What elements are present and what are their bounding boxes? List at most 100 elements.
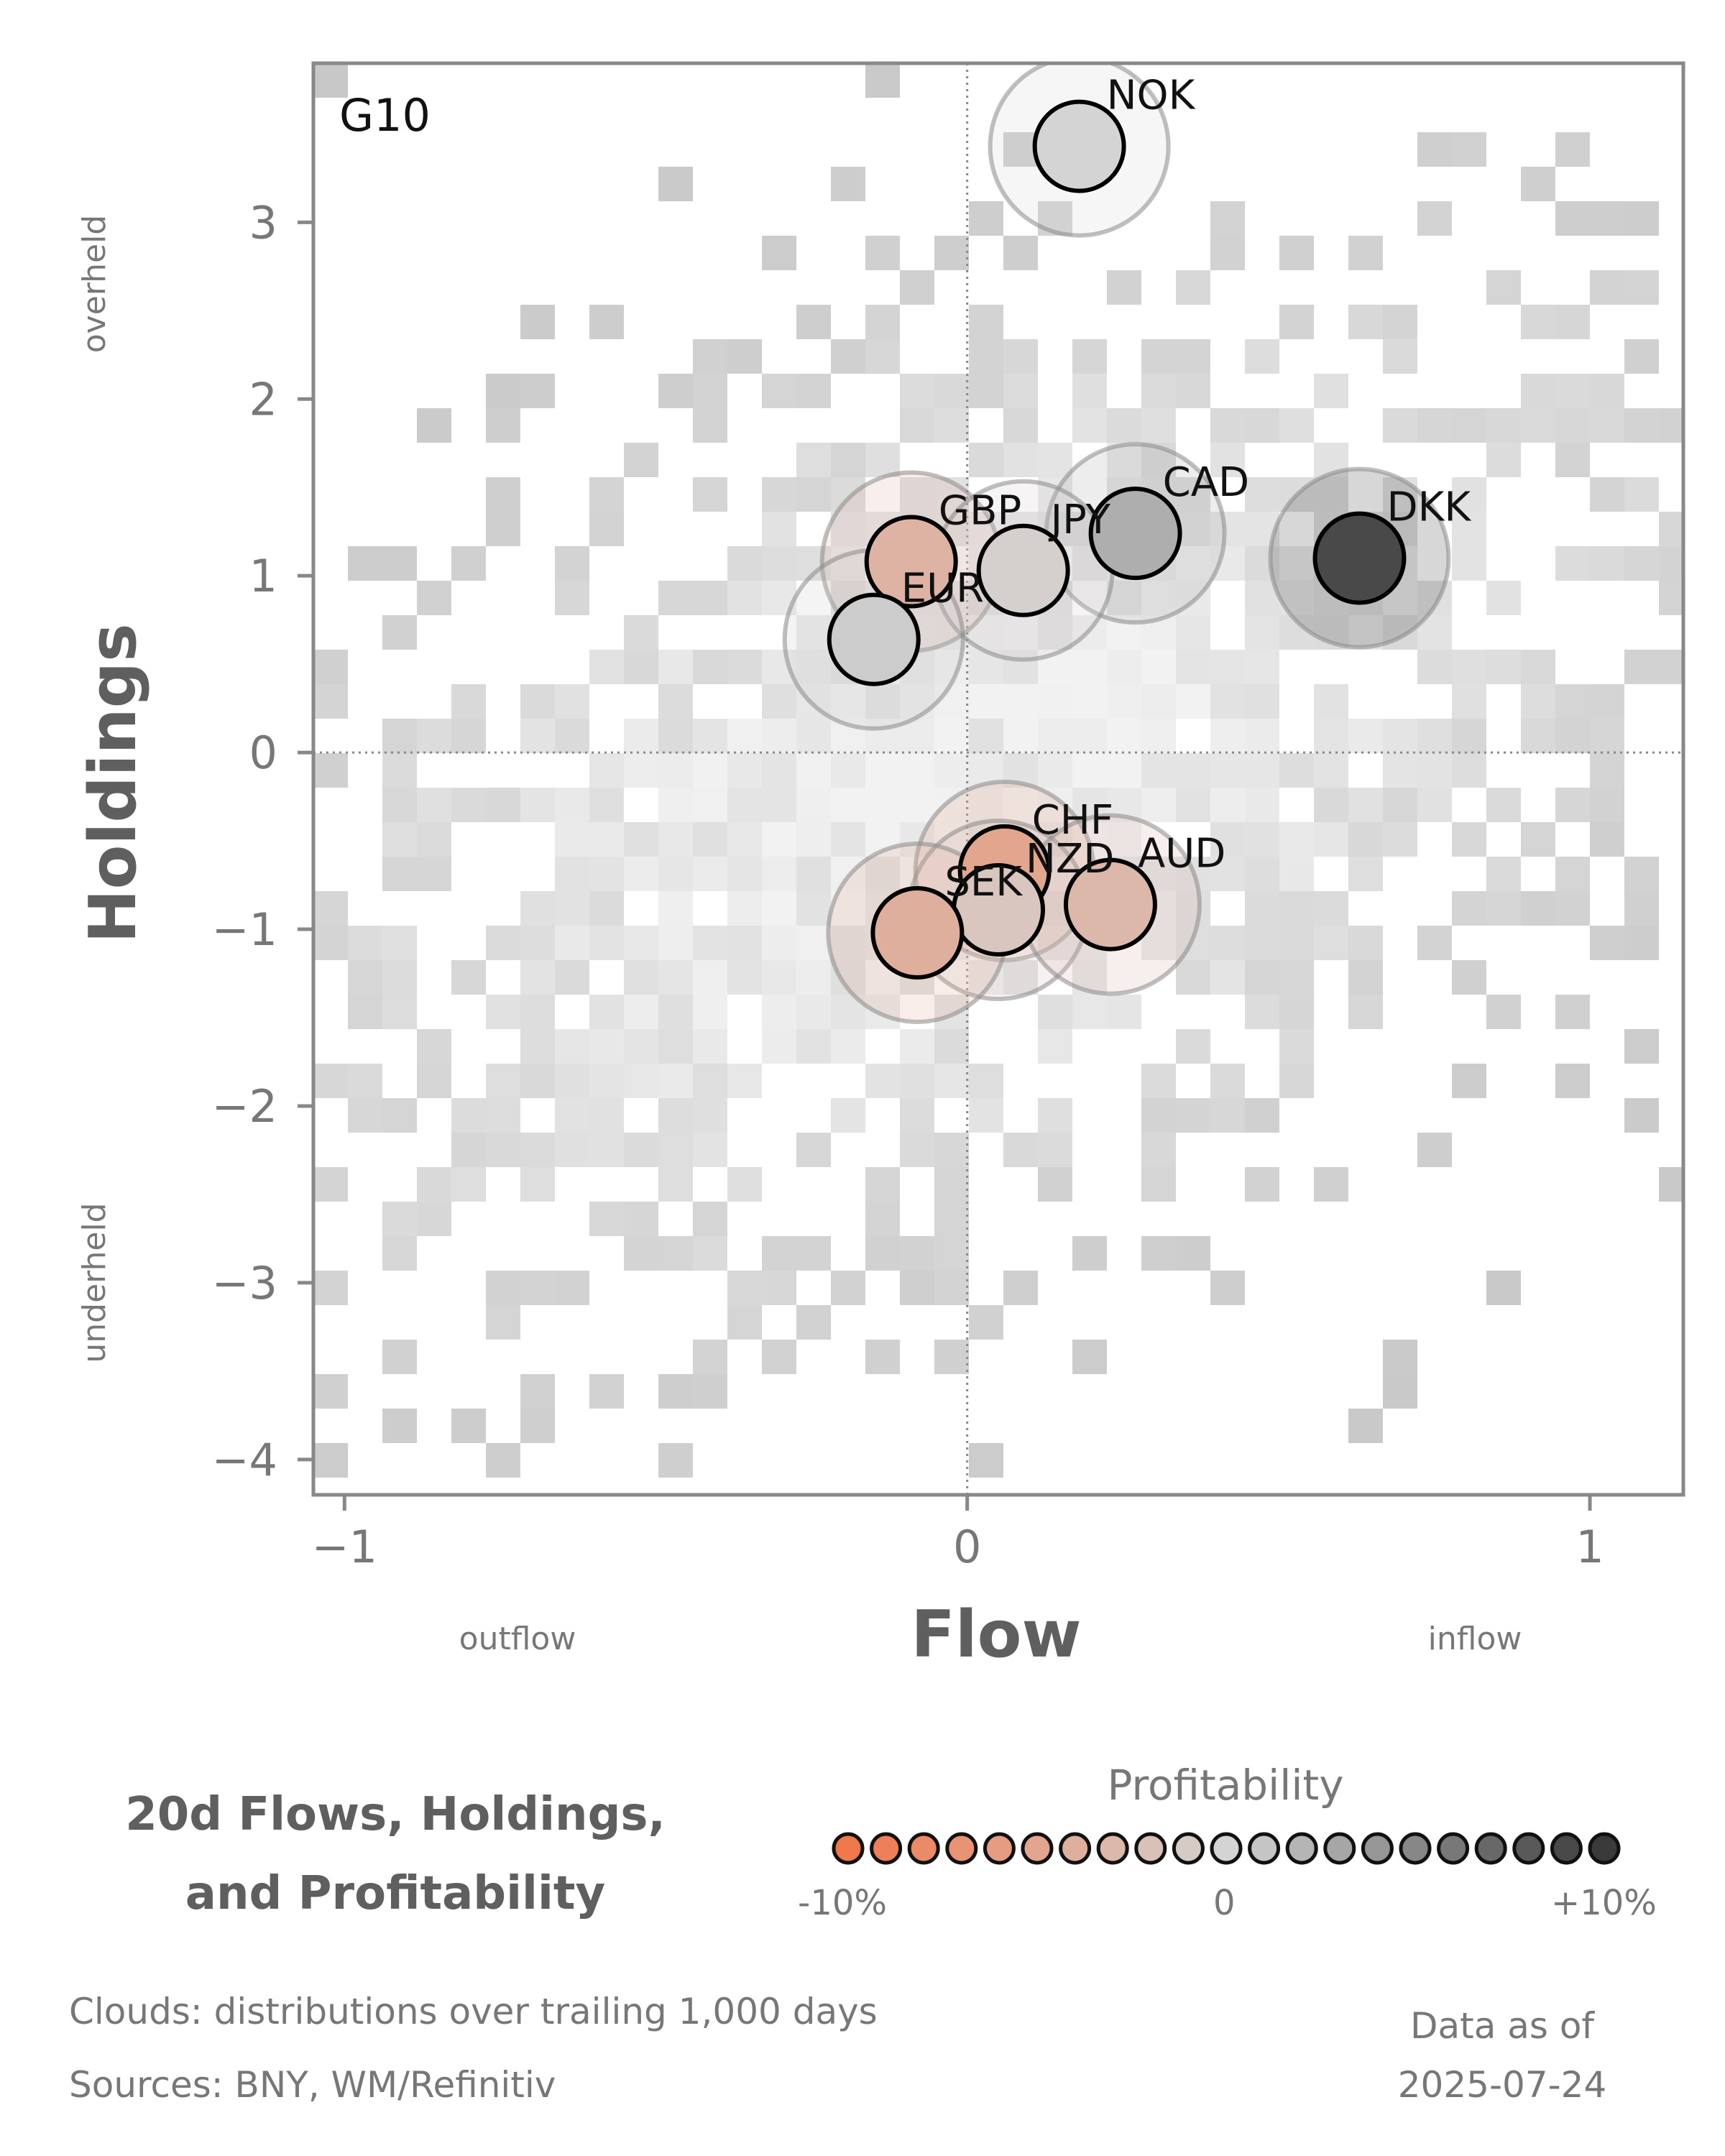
cloud-cell [1003,684,1038,719]
cloud-cell [865,305,900,339]
cloud-cell [1279,546,1314,581]
cloud-cell [1003,1271,1038,1305]
cloud-cell [382,1409,417,1443]
cloud-cell [417,719,451,753]
cloud-cell [727,1064,762,1098]
cloud-cell [313,63,348,98]
data-as-of-label: Data as of [1409,2005,1595,2047]
point-jpy [976,523,1070,617]
cloud-cell [934,753,969,788]
cloud-cell [1176,1029,1210,1064]
cloud-cell [1452,753,1486,788]
cloud-cell [693,1064,727,1098]
legend-dot [1323,1832,1356,1865]
cloud-cell [969,305,1003,339]
cloud-cell [727,719,762,753]
cloud-cell [658,995,693,1029]
label-sek: SEK [944,859,1023,906]
cloud-cell [1245,926,1279,960]
cloud-cell [1141,408,1176,443]
cloud-cell [451,960,486,995]
cloud-cell [796,650,831,684]
label-cad: CAD [1163,459,1250,506]
cloud-cell [624,1133,658,1167]
cloud-cell [1210,1064,1245,1098]
cloud-cell [727,960,762,995]
cloud-cell [658,167,693,201]
cloud-cell [555,857,589,891]
cloud-cell [589,1098,624,1133]
x-tick-label: 1 [1576,1521,1604,1573]
cloud-cell [624,960,658,995]
cloud-cell [658,1443,693,1478]
cloud-cell [1038,995,1072,1029]
cloud-cell [762,684,796,719]
cloud-cell [1314,891,1348,926]
cloud-cell [1003,1133,1038,1167]
cloud-cell [865,857,900,891]
cloud-cell [1590,201,1624,236]
cloud-cell [348,546,382,581]
cloud-cell [624,1029,658,1064]
cloud-cell [486,788,520,822]
cloud-cell [1624,546,1659,581]
cloud-cell [1452,132,1486,167]
cloud-cell [520,684,555,719]
cloud-cell [1590,546,1624,581]
cloud-cell [1279,236,1314,270]
cloud-cell [520,926,555,960]
cloud-cell [313,1271,348,1305]
cloud-cell [831,684,865,719]
cloud-cell [969,339,1003,374]
cloud-cell [658,374,693,408]
cloud-cell [1486,408,1521,443]
cloud-cell [520,788,555,822]
cloud-cell [658,1133,693,1167]
cloud-cell [762,512,796,546]
cloud-cell [451,719,486,753]
cloud-cell [1590,270,1624,305]
cloud-cell [831,477,865,512]
cloud-cell [1210,512,1245,546]
cloud-cell [796,995,831,1029]
cloud-cell [934,236,969,270]
cloud-cell [727,753,762,788]
label-gbp: GBP [939,488,1022,535]
cloud-cell [1624,339,1659,374]
cloud-cell [1038,1098,1072,1133]
cloud-cell [520,305,555,339]
cloud-cell [1141,788,1176,822]
cloud-cell [1038,719,1072,753]
cloud-cell [762,546,796,581]
cloud-cell [762,857,796,891]
cloud-cell [1383,305,1417,339]
cloud-cell [1072,1236,1107,1271]
cloud-cell [417,1064,451,1098]
cloud-cell [520,1409,555,1443]
cloud-cell [969,443,1003,477]
point-aud [1063,857,1157,952]
cloud-cell [658,822,693,857]
cloud-cell [900,1271,934,1305]
cloud-cell [693,650,727,684]
cloud-cell [1245,408,1279,443]
cloud-cell [1141,1236,1176,1271]
cloud-cell [796,305,831,339]
cloud-cell [1176,753,1210,788]
cloud-cell [313,926,348,960]
cloud-cell [382,546,417,581]
cloud-cell [1141,684,1176,719]
cloud-cell [382,995,417,1029]
cloud-cell [1521,719,1555,753]
cloud-cell [934,1029,969,1064]
cloud-cell [934,374,969,408]
cloud-cell [589,857,624,891]
cloud-cell [555,581,589,615]
cloud-cell [382,753,417,788]
cloud-cell [1417,132,1452,167]
cloud-cell [969,1443,1003,1478]
label-nok: NOK [1107,73,1196,119]
cloud-cell [624,1202,658,1236]
legend-dot [1588,1832,1621,1865]
cloud-cell [589,891,624,926]
